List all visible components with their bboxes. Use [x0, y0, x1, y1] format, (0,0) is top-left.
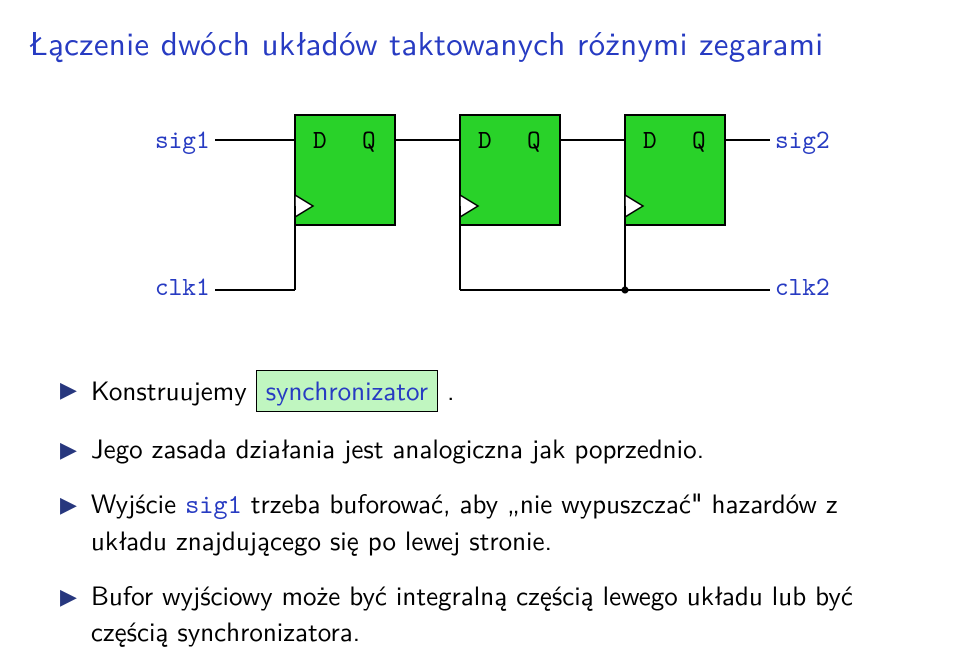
bullet-prefix: Wyjście — [91, 483, 185, 522]
label-clk1: clk1 — [155, 270, 210, 304]
bullet-item: ▶ Wyjście sig1 trzeba buforować, aby „nie… — [60, 485, 900, 559]
label-d: D — [478, 123, 492, 157]
label-sig2: sig2 — [775, 123, 830, 157]
bullet-text: Wyjście sig1 trzeba buforować, aby „nie … — [91, 485, 900, 559]
bullet-triangle-icon: ▶ — [60, 437, 77, 459]
bullet-item: ▶ Jego zasada działania jest analogiczna … — [60, 430, 900, 466]
bullet-prefix: Konstruujemy — [91, 370, 256, 409]
label-q: Q — [692, 123, 706, 157]
label-d: D — [643, 123, 657, 157]
bullet-prefix: Jego zasada działania jest analogiczna j… — [91, 428, 704, 467]
bullet-list: ▶ Konstruujemy synchronizator . ▶ Jego zasa… — [60, 370, 900, 668]
label-sig1: sig1 — [155, 123, 210, 157]
bullet-triangle-icon: ▶ — [60, 492, 77, 514]
synchronizator-box: synchronizator — [256, 370, 438, 412]
bullet-text: Konstruujemy synchronizator . — [91, 370, 455, 412]
junction-dot — [622, 287, 629, 294]
bullet-triangle-icon: ▶ — [60, 377, 77, 399]
slide-title: Łączenie dwóch układów taktowanych różny… — [27, 18, 823, 66]
label-q: Q — [527, 123, 541, 157]
bullet-text: Jego zasada działania jest analogiczna j… — [91, 430, 704, 466]
bullet-text: Bufor wyjściowy może być integralną częś… — [91, 577, 900, 650]
label-clk2: clk2 — [775, 270, 830, 304]
bullet-triangle-icon: ▶ — [60, 584, 77, 606]
sig-ref: sig1 — [185, 486, 242, 522]
bullet-item: ▶ Bufor wyjściowy może być integralną czę… — [60, 577, 900, 650]
synchronizer-diagram: D Q D Q D Qsig1 sig2 clk1 clk2 — [120, 100, 840, 330]
label-d: D — [313, 123, 327, 157]
bullet-prefix: Bufor wyjściowy może być integralną częś… — [91, 575, 853, 650]
label-q: Q — [362, 123, 376, 157]
bullet-item: ▶ Konstruujemy synchronizator . — [60, 370, 900, 412]
bullet-suffix: . — [447, 370, 455, 409]
